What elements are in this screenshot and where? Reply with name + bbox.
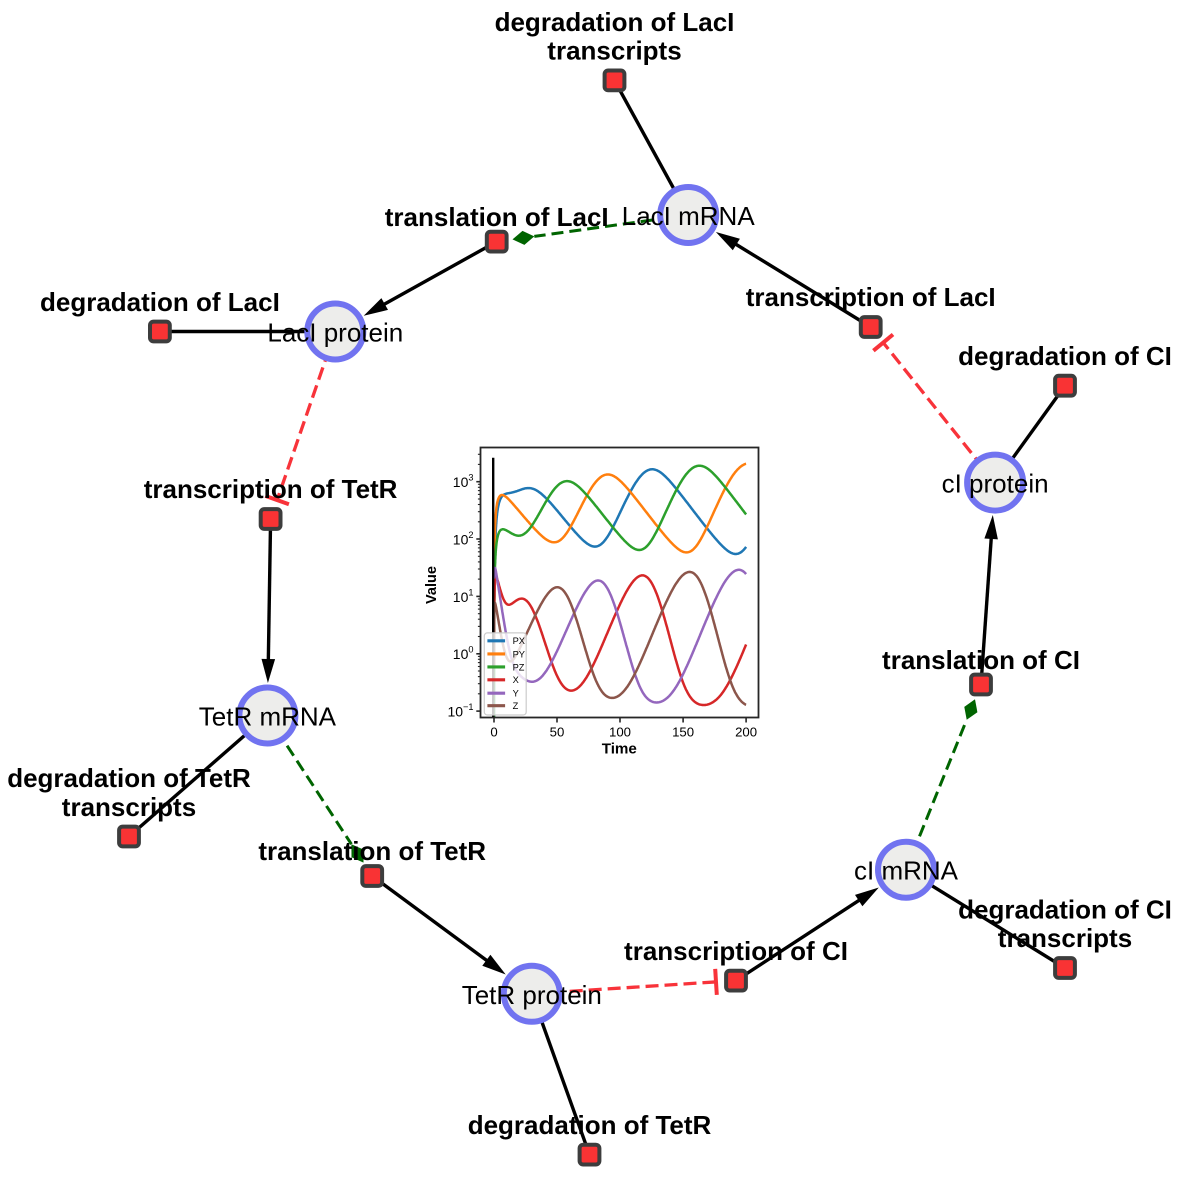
svg-text:translation of TetR: translation of TetR (258, 836, 486, 866)
svg-text:PZ: PZ (513, 662, 525, 672)
svg-text:X: X (513, 675, 519, 685)
svg-text:degradation of TetR: degradation of TetR (468, 1110, 712, 1140)
svg-text:0: 0 (490, 725, 497, 740)
svg-text:transcripts: transcripts (547, 36, 681, 66)
svg-text:transcription of LacI: transcription of LacI (746, 282, 996, 312)
svg-text:150: 150 (672, 725, 694, 740)
svg-text:degradation of LacI: degradation of LacI (40, 287, 280, 317)
svg-text:transcription of TetR: transcription of TetR (144, 474, 398, 504)
svg-text:102: 102 (453, 530, 474, 548)
svg-text:transcripts: transcripts (62, 792, 196, 822)
svg-text:TetR protein: TetR protein (462, 980, 602, 1010)
svg-text:cI protein: cI protein (942, 469, 1049, 499)
svg-text:100: 100 (453, 645, 474, 663)
svg-text:50: 50 (550, 725, 565, 740)
svg-text:103: 103 (453, 473, 474, 491)
svg-text:PY: PY (513, 649, 525, 659)
svg-text:cI mRNA: cI mRNA (854, 856, 959, 886)
svg-text:200: 200 (735, 725, 757, 740)
svg-text:transcripts: transcripts (998, 923, 1132, 953)
svg-text:LacI mRNA: LacI mRNA (622, 201, 756, 231)
svg-text:Z: Z (513, 701, 519, 711)
svg-text:LacI protein: LacI protein (267, 318, 403, 348)
svg-text:Y: Y (513, 689, 519, 699)
svg-text:Value: Value (424, 566, 440, 604)
svg-text:degradation of CI: degradation of CI (958, 341, 1172, 371)
svg-text:Time: Time (602, 741, 637, 758)
svg-text:degradation of LacI: degradation of LacI (495, 7, 735, 37)
svg-text:degradation of TetR: degradation of TetR (7, 763, 251, 793)
svg-text:translation of LacI: translation of LacI (385, 202, 609, 232)
svg-text:PX: PX (513, 636, 525, 646)
svg-text:translation of CI: translation of CI (882, 645, 1080, 675)
svg-text:TetR mRNA: TetR mRNA (199, 702, 337, 732)
svg-text:transcription of CI: transcription of CI (624, 936, 848, 966)
svg-text:degradation of CI: degradation of CI (958, 895, 1172, 925)
svg-text:101: 101 (453, 587, 474, 605)
svg-text:100: 100 (609, 725, 631, 740)
